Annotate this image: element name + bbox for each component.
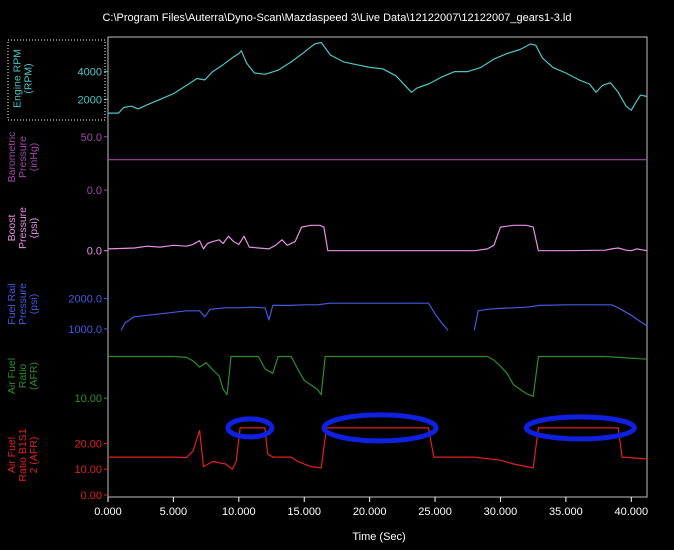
x-tick-label: 25.000 xyxy=(418,506,452,518)
series-name-line: (psi) xyxy=(28,294,40,314)
series-name-line: Barometric xyxy=(6,132,18,183)
x-tick-label: 0.000 xyxy=(94,506,122,518)
x-tick-label: 40.000 xyxy=(614,506,648,518)
series-name-line: Pressure xyxy=(17,136,29,178)
selected-series-box xyxy=(7,39,106,121)
series-line-0 xyxy=(108,41,648,114)
series-line-3 xyxy=(120,302,449,331)
series-label-4: Air Fuel Ratio (AFR) xyxy=(6,358,40,394)
y-tick-label: 10.00 xyxy=(74,464,102,476)
y-tick-label: 1000.0 xyxy=(68,324,102,336)
x-tick-label: 10.000 xyxy=(222,506,256,518)
y-tick-label: 0.00 xyxy=(81,490,102,502)
annotation-ellipse xyxy=(321,412,439,444)
y-tick-label: 0.0 xyxy=(87,185,102,197)
series-line-5 xyxy=(108,427,648,470)
series-label-0: Engine RPM (RPM) xyxy=(12,49,35,108)
series-name-line: Fuel Rail xyxy=(6,283,18,324)
series-name-line: 2 (AFR) xyxy=(28,437,40,474)
series-name-line: Air Fuel xyxy=(6,358,18,394)
series-name-line: Boost xyxy=(6,214,18,241)
x-tick-label: 5.000 xyxy=(160,506,188,518)
series-label-2: Boost Pressure (psi) xyxy=(6,207,40,249)
y-tick-label: 10.00 xyxy=(74,393,102,405)
series-name-line: Ratio B1S1 xyxy=(17,428,29,481)
series-label-5: Air Fuel Ratio B1S1 2 (AFR) xyxy=(6,428,40,481)
x-tick-label: 15.000 xyxy=(287,506,321,518)
y-tick-label: 50.0 xyxy=(81,132,102,144)
x-tick-label: 35.000 xyxy=(549,506,583,518)
series-name-line: (AFR) xyxy=(28,362,40,390)
y-tick-label: 0.0 xyxy=(87,246,102,258)
y-tick-label: 2000 xyxy=(78,94,102,106)
series-name-line: (psi) xyxy=(28,218,40,238)
series-name-line: Engine RPM xyxy=(12,49,24,108)
series-line-2 xyxy=(107,224,648,252)
x-tick-label: 20.000 xyxy=(353,506,387,518)
y-tick-label: 2000.0 xyxy=(68,294,102,306)
annotation-ellipse xyxy=(225,416,275,440)
series-label-1: Barometric Pressure (inHg) xyxy=(6,132,40,183)
y-tick-label: 4000 xyxy=(78,67,102,79)
chart-title: C:\Program Files\Auterra\Dyno-Scan\Mazda… xyxy=(102,12,572,24)
plot-frame xyxy=(107,36,648,498)
annotation-ellipse xyxy=(523,414,637,442)
y-tick-label: 20.00 xyxy=(74,438,102,450)
series-name-line: Pressure xyxy=(17,283,29,325)
series-name-line: Pressure xyxy=(17,207,29,249)
series-line-3 xyxy=(473,304,648,331)
series-name-line: (RPM) xyxy=(23,63,35,93)
series-name-line: (inHg) xyxy=(28,143,40,172)
series-name-line: Ratio xyxy=(17,364,29,389)
series-name-line: Air Fuel xyxy=(6,437,18,473)
x-axis-label: Time (Sec) xyxy=(352,531,406,543)
x-tick-label: 30.000 xyxy=(484,506,518,518)
series-line-4 xyxy=(108,355,648,397)
series-label-3: Fuel Rail Pressure (psi) xyxy=(6,283,40,325)
